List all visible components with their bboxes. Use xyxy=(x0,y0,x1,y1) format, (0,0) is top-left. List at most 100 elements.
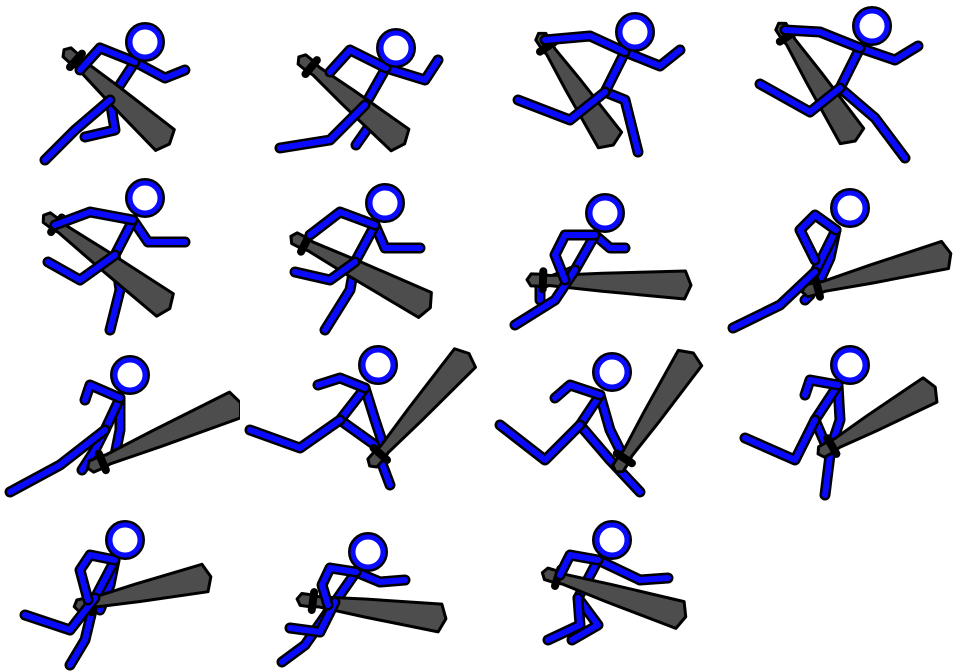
sprite-frame-5 xyxy=(0,168,240,336)
head xyxy=(587,195,623,231)
figure-group xyxy=(41,178,191,336)
back-leg xyxy=(602,89,641,155)
front-leg xyxy=(757,81,843,115)
figure-group xyxy=(739,345,939,501)
front-leg xyxy=(247,417,343,451)
stick-figure-lunge-bat-raised xyxy=(727,188,953,334)
front-arm xyxy=(315,375,368,391)
head xyxy=(350,534,386,570)
front-leg xyxy=(742,417,818,463)
sprite-frame-3 xyxy=(480,0,720,168)
back-arm xyxy=(622,47,683,69)
front-leg xyxy=(730,269,818,331)
figure-group xyxy=(289,183,433,336)
back-leg xyxy=(837,85,908,161)
stick-figure-run-bat-shoulder-1 xyxy=(39,22,191,166)
front-arm xyxy=(77,552,118,603)
figure-group xyxy=(244,345,477,491)
bat-knob xyxy=(301,56,321,79)
head xyxy=(617,14,653,50)
back-arm xyxy=(353,569,408,585)
stick-figure-lean-bat-forward xyxy=(19,520,213,671)
figure-group xyxy=(727,188,953,334)
bat-knob xyxy=(369,444,392,464)
back-arm xyxy=(592,232,628,251)
back-leg xyxy=(577,422,643,495)
front-arm xyxy=(557,552,601,578)
figure-group xyxy=(509,193,693,331)
front-arm xyxy=(542,33,628,55)
head xyxy=(594,522,630,558)
head xyxy=(832,347,868,383)
stick-figure-run-bat-shoulder-2 xyxy=(274,28,444,154)
torso xyxy=(812,227,839,275)
bat xyxy=(540,566,688,630)
figure-group xyxy=(754,6,924,164)
back-arm xyxy=(383,57,441,83)
bat-knob xyxy=(612,449,636,468)
bat xyxy=(366,347,477,469)
front-arm xyxy=(782,27,863,51)
figure-group xyxy=(274,28,444,154)
back-arm xyxy=(857,43,921,63)
figure-group xyxy=(19,520,213,671)
head xyxy=(127,180,163,216)
head xyxy=(360,347,396,383)
figure-group xyxy=(4,355,240,498)
torso xyxy=(352,222,378,265)
front-arm xyxy=(327,47,389,75)
figure-group xyxy=(276,532,448,668)
front-arm xyxy=(307,209,378,238)
stick-figure-kick-bat-forward xyxy=(739,345,939,501)
front-arm xyxy=(797,212,839,263)
bat-knob xyxy=(307,588,319,614)
torso xyxy=(812,382,841,423)
sprite-frame-8 xyxy=(720,168,960,336)
figure-group xyxy=(39,22,191,166)
sprite-frame-14 xyxy=(240,504,480,672)
front-leg xyxy=(287,599,338,635)
back-leg xyxy=(82,97,118,140)
torso xyxy=(837,45,863,91)
front-arm xyxy=(802,377,841,398)
stick-figure-run-bat-shoulder-3 xyxy=(512,12,686,158)
front-leg xyxy=(545,595,583,643)
sprite-frame-9 xyxy=(0,336,240,504)
bat xyxy=(525,269,693,301)
back-arm xyxy=(597,392,628,463)
sprite-frame-2 xyxy=(240,0,480,168)
sprite-frame-6 xyxy=(240,168,480,336)
figure-group xyxy=(540,520,688,646)
back-arm xyxy=(595,557,671,583)
stick-figure-leap-bat-diagonal-1 xyxy=(41,178,191,336)
stick-figure-stride-bat-upright-2 xyxy=(494,348,704,498)
head xyxy=(854,8,890,44)
torso xyxy=(602,49,628,95)
front-leg xyxy=(277,102,368,151)
stick-figure-crouch-bat-forward xyxy=(509,193,693,331)
torso xyxy=(572,232,598,273)
stick-figure-crouch-bat-shoulder xyxy=(540,520,688,646)
sprite-frame-13 xyxy=(0,504,240,672)
front-arm xyxy=(552,382,603,401)
front-leg xyxy=(45,252,118,283)
stick-figure-run-bat-shoulder-4 xyxy=(754,6,924,164)
front-leg xyxy=(515,89,608,123)
sprite-frame-10 xyxy=(240,336,480,504)
stick-figure-lunge-bat-forward xyxy=(4,355,240,498)
torso xyxy=(92,557,118,601)
bat xyxy=(72,562,213,614)
bat xyxy=(534,31,624,150)
torso xyxy=(102,395,123,433)
front-arm xyxy=(52,209,136,228)
bat xyxy=(611,348,704,474)
back-arm xyxy=(362,385,388,453)
bat-knob xyxy=(538,267,548,294)
front-arm xyxy=(319,565,359,608)
bat xyxy=(816,376,939,459)
bat xyxy=(296,53,411,153)
stick-figure-leap-bat-diagonal-2 xyxy=(289,183,433,336)
torso xyxy=(337,385,368,423)
head xyxy=(832,190,868,226)
